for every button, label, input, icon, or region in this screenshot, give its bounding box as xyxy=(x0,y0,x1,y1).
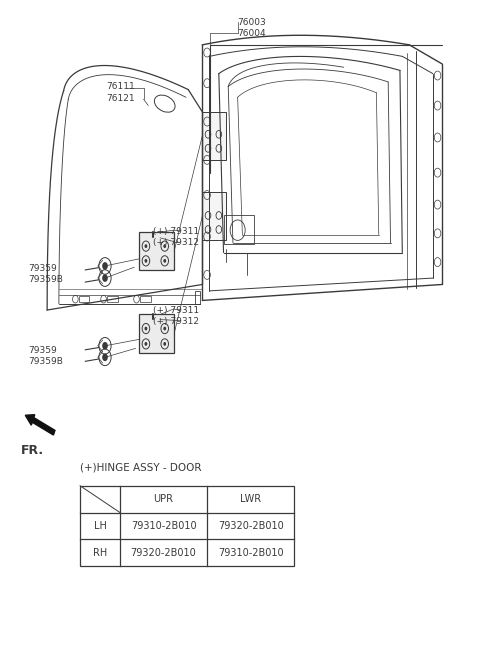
Bar xyxy=(80,486,294,566)
Bar xyxy=(140,296,151,303)
Text: (+) 79312: (+) 79312 xyxy=(153,317,199,326)
Circle shape xyxy=(163,342,166,346)
Text: 79359B: 79359B xyxy=(28,357,63,366)
Text: RH: RH xyxy=(93,548,107,558)
Circle shape xyxy=(102,274,108,282)
Text: LWR: LWR xyxy=(240,494,261,504)
Text: LH: LH xyxy=(94,521,107,531)
Text: (+) 79311: (+) 79311 xyxy=(153,306,199,314)
Bar xyxy=(108,296,118,303)
Circle shape xyxy=(144,327,147,331)
Circle shape xyxy=(163,244,166,248)
Text: 79310-2B010: 79310-2B010 xyxy=(218,548,283,558)
Bar xyxy=(203,192,226,240)
Circle shape xyxy=(144,244,147,248)
Circle shape xyxy=(163,327,166,331)
Bar xyxy=(139,232,174,271)
Bar xyxy=(203,112,226,160)
Text: 76121: 76121 xyxy=(106,94,134,103)
Circle shape xyxy=(102,342,108,349)
Circle shape xyxy=(144,259,147,263)
Text: 76111: 76111 xyxy=(106,82,135,91)
FancyArrow shape xyxy=(25,415,55,435)
Text: 76004: 76004 xyxy=(238,29,266,38)
Bar xyxy=(139,314,174,353)
Bar xyxy=(224,215,254,244)
Text: (+) 79311: (+) 79311 xyxy=(153,227,199,236)
Text: (+) 79312: (+) 79312 xyxy=(153,239,199,248)
Circle shape xyxy=(102,353,108,361)
Text: FR.: FR. xyxy=(21,444,44,457)
Text: 79320-2B010: 79320-2B010 xyxy=(131,548,196,558)
Text: UPR: UPR xyxy=(154,494,174,504)
Circle shape xyxy=(102,262,108,270)
Circle shape xyxy=(163,259,166,263)
Text: (+)HINGE ASSY - DOOR: (+)HINGE ASSY - DOOR xyxy=(80,463,202,473)
Text: 79359B: 79359B xyxy=(28,276,63,284)
Text: 76003: 76003 xyxy=(238,18,266,27)
Bar xyxy=(79,296,89,303)
Text: 79310-2B010: 79310-2B010 xyxy=(131,521,196,531)
Text: 79359: 79359 xyxy=(28,264,57,273)
Circle shape xyxy=(144,342,147,346)
Text: 79320-2B010: 79320-2B010 xyxy=(218,521,284,531)
Text: 79359: 79359 xyxy=(28,346,57,355)
